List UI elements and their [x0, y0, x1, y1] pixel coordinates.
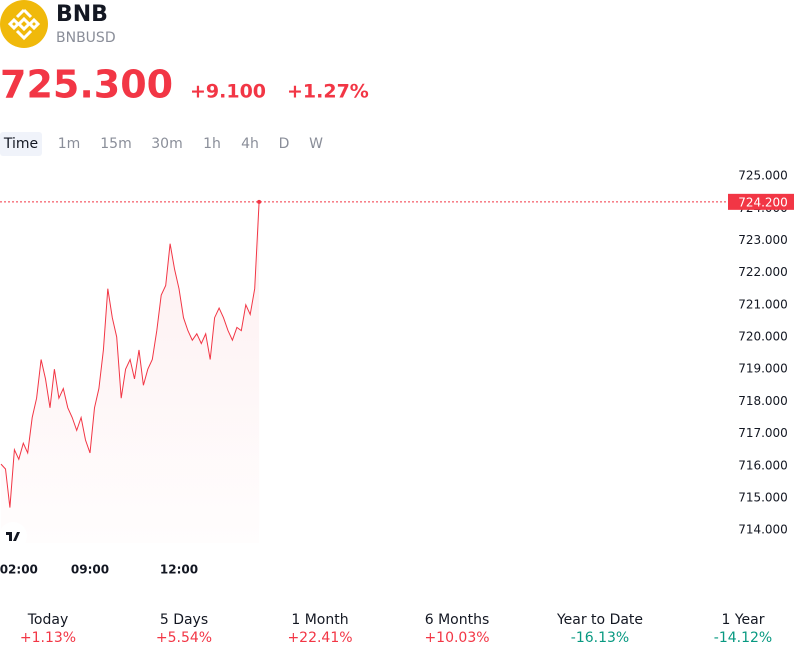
- logo: [0, 0, 48, 48]
- y-tick-label: 717.000: [738, 426, 788, 440]
- period-label[interactable]: 5 Days: [160, 612, 208, 628]
- y-tick-label: 719.000: [738, 362, 788, 376]
- last-price-label: 724.200: [738, 195, 788, 209]
- price-line: [0, 201, 260, 508]
- last-price-tag: [728, 193, 794, 210]
- timeframe-tab[interactable]: 15m: [100, 136, 131, 152]
- y-tick-label: 723.000: [738, 233, 788, 247]
- timeframe-tab[interactable]: 30m: [151, 136, 182, 152]
- period-change[interactable]: +1.13%: [20, 630, 76, 646]
- change-percent: +1.27%: [287, 81, 369, 103]
- period-label[interactable]: 6 Months: [425, 612, 490, 628]
- logo-mark: [7, 8, 41, 41]
- period-change[interactable]: +10.03%: [424, 630, 489, 646]
- price: 725.300: [0, 63, 173, 107]
- symbol: BNB: [56, 2, 108, 27]
- period-label[interactable]: 1 Year: [722, 612, 765, 628]
- y-tick-label: 722.000: [738, 265, 788, 279]
- tv-logo: [0, 522, 27, 550]
- timeframe-tab[interactable]: 4h: [241, 136, 259, 152]
- y-tick-label: 716.000: [738, 458, 788, 472]
- period-change[interactable]: +5.54%: [156, 630, 212, 646]
- x-tick-label: 02:00: [0, 563, 38, 577]
- timeframe-tab[interactable]: 1m: [58, 136, 81, 152]
- y-tick-label: 721.000: [738, 297, 788, 311]
- period-label[interactable]: Today: [27, 612, 69, 628]
- timeframe-tab[interactable]: Time: [3, 136, 38, 152]
- period-label[interactable]: 1 Month: [291, 612, 348, 628]
- period-change[interactable]: -14.12%: [714, 630, 772, 646]
- period-change[interactable]: -16.13%: [571, 630, 629, 646]
- y-tick-label: 714.000: [738, 523, 788, 537]
- timeframe-tab[interactable]: D: [279, 136, 290, 152]
- last-point: [257, 199, 262, 204]
- timeframe-tab[interactable]: W: [309, 136, 323, 152]
- y-tick-label: 725.000: [738, 169, 788, 183]
- area: [1, 201, 260, 544]
- ticker: BNBUSD: [56, 30, 116, 46]
- y-tick-label: 718.000: [738, 394, 788, 408]
- period-change[interactable]: +22.41%: [287, 630, 352, 646]
- change: +9.100: [190, 81, 266, 103]
- y-tick-label: 715.000: [738, 490, 788, 504]
- x-tick-label: 12:00: [160, 563, 198, 577]
- timeframe-tab[interactable]: 1h: [203, 136, 221, 152]
- x-tick-label: 09:00: [71, 563, 109, 577]
- tab-active-bg: [0, 132, 42, 156]
- period-label[interactable]: Year to Date: [556, 612, 643, 628]
- y-tick-label: 720.000: [738, 330, 788, 344]
